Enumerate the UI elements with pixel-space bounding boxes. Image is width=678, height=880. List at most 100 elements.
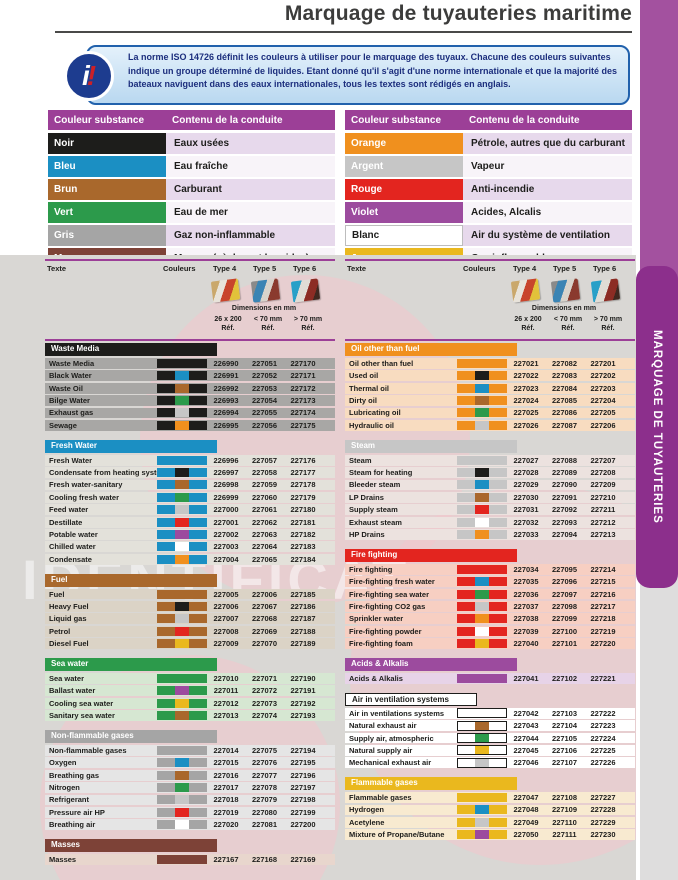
ref-type5: 227105 [551, 733, 578, 743]
swatch-mid-band [175, 639, 189, 649]
table-row: Supply steam 227031 227092 227211 [345, 504, 635, 516]
swatch-band [157, 783, 175, 793]
col-label-texte: Texte [347, 264, 367, 273]
swatch-band [189, 554, 207, 564]
swatch-band [489, 505, 507, 515]
swatch-band [457, 614, 475, 624]
swatch-band [189, 698, 207, 708]
swatch-band [157, 758, 175, 768]
table-row: Destillate 227001 227062 227181 [45, 516, 335, 528]
swatch-band [189, 783, 207, 793]
swatch-band [189, 673, 207, 683]
color-swatch [457, 396, 507, 406]
conduit-content-cell: Pétrole, autres que du carburant [463, 133, 632, 154]
color-swatch [457, 577, 507, 587]
ref-type6: 227202 [590, 371, 616, 381]
ref-type4: 227040 [513, 639, 539, 649]
row-label: Thermal oil [349, 383, 390, 393]
ref-type6: 227181 [290, 517, 316, 527]
swatch-mid-band [175, 807, 189, 817]
row-label: Supply air, atmospheric [349, 733, 434, 743]
swatch-band [189, 639, 207, 649]
ref-type5: 227059 [251, 480, 278, 490]
color-swatch [457, 564, 507, 574]
swatch-band [457, 468, 475, 478]
dim-type6: > 70 mm Réf. [585, 315, 631, 334]
section-header: Sea water [45, 658, 217, 672]
table-row: Potable water 227002 227063 227182 [45, 529, 335, 540]
table-row: Fresh water-sanitary 226998 227059 227178 [45, 479, 335, 491]
section-header: Waste Media [45, 343, 217, 356]
ref-type6: 227211 [590, 505, 616, 515]
swatch-mid-band [475, 564, 489, 574]
swatch-mid-band [175, 698, 189, 708]
ref-type5: 227095 [551, 564, 578, 574]
swatch-mid-band [175, 673, 189, 683]
swatch-band [189, 492, 207, 502]
color-swatch [457, 371, 507, 381]
swatch-mid-band [475, 492, 489, 502]
ref-type4: 227032 [513, 517, 539, 527]
ref-type6: 227190 [290, 673, 316, 683]
ref-type6: 227205 [590, 408, 616, 418]
ref-type4: 227024 [513, 396, 539, 406]
color-swatch [157, 601, 207, 611]
row-label: Fire-fighting foam [349, 639, 413, 649]
section-header: Fire fighting [345, 548, 517, 562]
row-label: Mixture of Propane/Butane [349, 830, 445, 840]
row-label: Condensate [49, 554, 92, 564]
swatch-band [489, 517, 507, 527]
swatch-mid-band [175, 383, 189, 393]
ref-type6: 227200 [290, 820, 316, 830]
swatch-band [157, 601, 175, 611]
swatch-mid-band [475, 408, 489, 418]
swatch-mid-band [475, 455, 489, 465]
table-row: Liquid gas 227007 227068 227187 [45, 613, 335, 625]
swatch-band [489, 371, 507, 381]
swatch-band [489, 673, 507, 683]
row-label: Cooling sea water [49, 698, 114, 708]
ref-type6: 227185 [290, 589, 316, 599]
swatch-band [157, 745, 175, 755]
row-label: Condensate from heating system [49, 468, 157, 478]
ref-type6: 227177 [290, 468, 316, 478]
ref-type6: 227223 [590, 721, 616, 731]
color-swatch [457, 626, 507, 636]
color-swatch [457, 529, 507, 539]
swatch-band [157, 770, 175, 780]
swatch-mid-band [475, 793, 489, 803]
swatch-band [157, 686, 175, 696]
section-fresh-water: Fresh Water Fresh Water 226996 227057 227176… [45, 439, 335, 565]
ref-type4: 227004 [213, 554, 239, 564]
swatch-band [457, 817, 475, 827]
swatch-band [157, 517, 175, 527]
table-row: Oxygen 227015 227076 227195 [45, 757, 335, 769]
ref-type4: 227002 [213, 529, 239, 539]
swatch-mid-band [175, 758, 189, 768]
substance-color-cell: Blanc [345, 225, 463, 246]
swatch-band [157, 614, 175, 624]
dim-value: > 70 mm [293, 316, 323, 323]
swatch-band [189, 758, 207, 768]
ref-label: Réf. [261, 325, 275, 333]
swatch-mid-band [175, 554, 189, 564]
row-label: Natural exhaust air [349, 721, 417, 731]
ref-type4: 227010 [213, 673, 239, 683]
swatch-mid-band [175, 770, 189, 780]
substance-color-cell: Brun [48, 179, 166, 200]
legend-col-header-1: Contenu de la conduite [172, 114, 283, 126]
swatch-mid-band [175, 505, 189, 515]
col-label-type4: Type 4 [513, 264, 537, 273]
swatch-mid-band [475, 817, 489, 827]
substance-color-cell: Noir [48, 133, 166, 154]
ref-type4: 227026 [513, 420, 539, 430]
color-swatch [457, 817, 507, 827]
table-row: Waste Oil 226992 227053 227172 [45, 382, 335, 394]
swatch-mid-band [475, 480, 489, 490]
ref-type5: 227071 [251, 673, 278, 683]
section-header: Non-flammable gases [45, 730, 217, 743]
row-label: Supply steam [349, 505, 398, 515]
swatch-band [489, 492, 507, 502]
row-label: Fire-fighting sea water [349, 589, 430, 599]
swatch-band [157, 673, 175, 683]
